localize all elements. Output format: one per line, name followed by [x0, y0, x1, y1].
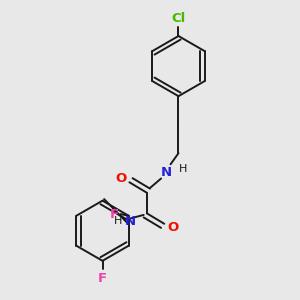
Text: Cl: Cl	[171, 12, 186, 25]
Text: F: F	[110, 208, 119, 220]
Text: O: O	[167, 221, 179, 234]
Text: N: N	[124, 215, 136, 228]
Text: F: F	[98, 272, 107, 285]
Text: H: H	[179, 164, 188, 174]
Text: O: O	[115, 172, 126, 185]
Text: N: N	[160, 166, 171, 179]
Text: H: H	[114, 216, 122, 226]
